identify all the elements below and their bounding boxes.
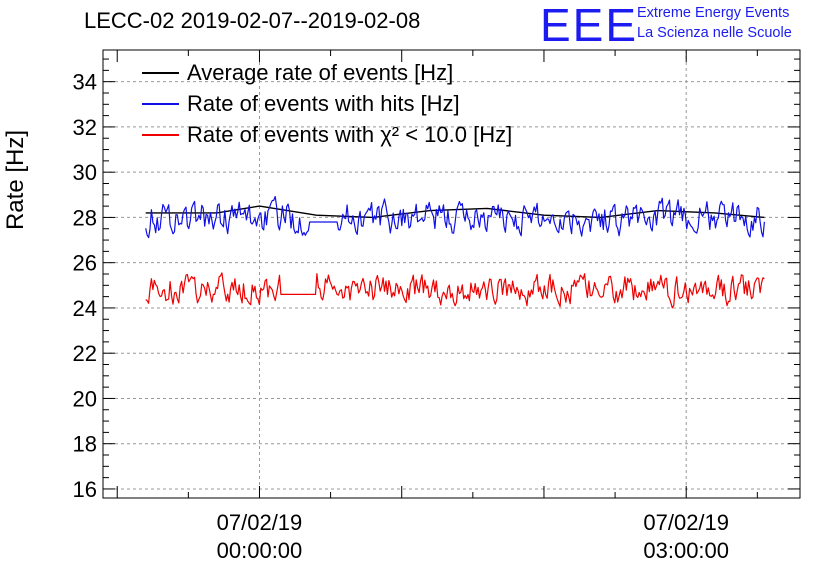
y-tick-label: 22 — [73, 341, 97, 366]
y-tick-label: 28 — [73, 205, 97, 230]
legend-label-hits: Rate of events with hits [Hz] — [187, 91, 460, 116]
series-line-0 — [145, 205, 765, 219]
legend-swatch-chi2 — [142, 134, 179, 136]
legend-label-average: Average rate of events [Hz] — [187, 60, 454, 85]
legend-label-chi2: Rate of events with χ² < 10.0 [Hz] — [187, 122, 513, 147]
y-tick-label: 32 — [73, 115, 97, 140]
y-tick-label: 20 — [73, 386, 97, 411]
y-tick-label: 30 — [73, 160, 97, 185]
logo-line-2: La Scienza nelle Scuole — [637, 25, 792, 41]
legend-item-chi2: Rate of events with χ² < 10.0 [Hz] — [140, 119, 512, 150]
x-tick-label-date: 07/02/19 — [643, 510, 729, 535]
series-line-2 — [145, 272, 765, 309]
x-tick-label-date: 07/02/19 — [217, 510, 303, 535]
logo-subtitle: Extreme Energy Events La Scienza nelle S… — [637, 3, 792, 43]
y-tick-label: 34 — [73, 70, 97, 95]
y-tick-label: 24 — [73, 296, 97, 321]
series-line-1 — [145, 195, 765, 239]
legend-item-average: Average rate of events [Hz] — [140, 57, 512, 88]
eee-logo: EEE — [540, 0, 639, 51]
y-tick-label: 16 — [73, 477, 97, 502]
logo-line-1: Extreme Energy Events — [637, 5, 790, 21]
legend-swatch-average — [142, 72, 179, 74]
legend: Average rate of events [Hz] Rate of even… — [140, 57, 512, 150]
y-axis-label: Rate [Hz] — [2, 130, 29, 231]
x-tick-label-time: 00:00:00 — [217, 538, 303, 563]
y-tick-label: 26 — [73, 251, 97, 276]
legend-swatch-hits — [142, 103, 179, 105]
legend-item-hits: Rate of events with hits [Hz] — [140, 88, 512, 119]
chart-title: LECC-02 2019-02-07--2019-02-08 — [84, 8, 421, 33]
y-tick-label: 18 — [73, 432, 97, 457]
x-tick-label-time: 03:00:00 — [643, 538, 729, 563]
